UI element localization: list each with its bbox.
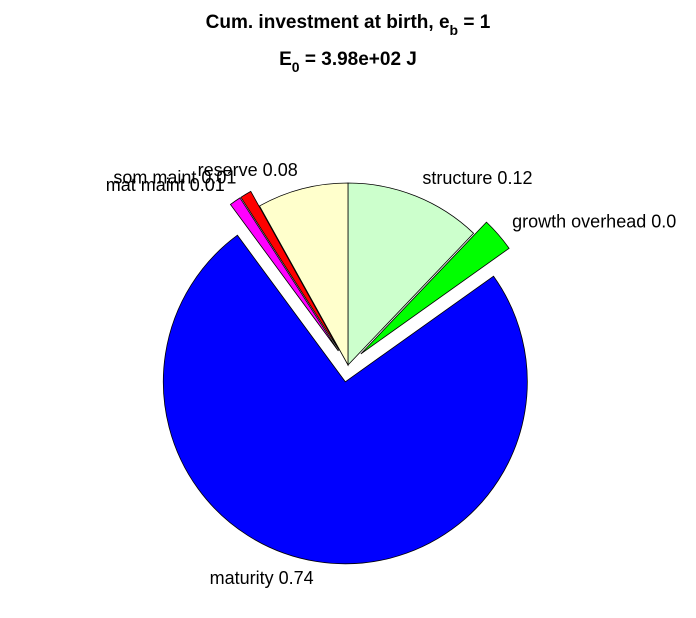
pie-slice (162, 234, 528, 565)
pie-slice (258, 182, 349, 367)
title-text: Cum. investment at birth, e (206, 12, 450, 33)
pie-slice (360, 221, 510, 355)
chart-title: Cum. investment at birth, eb = 1 (206, 12, 491, 38)
slice-label: som maint 0.01 (113, 167, 236, 187)
slice-label: reserve 0.08 (198, 160, 298, 180)
subtitle-sub: 0 (292, 59, 300, 75)
slice-label: growth overhead 0.0 (512, 212, 676, 232)
slice-label: mat maint 0.01 (106, 175, 225, 195)
subtitle-after: = 3.98e+02 J (300, 49, 417, 70)
pie-slice (240, 190, 340, 351)
slice-label: maturity 0.74 (210, 568, 314, 588)
title-sub: b (450, 22, 459, 38)
slice-label: structure 0.12 (422, 168, 532, 188)
title-after: = 1 (458, 12, 491, 33)
pie-slice (347, 182, 475, 366)
chart-subtitle: E0 = 3.98e+02 J (279, 49, 417, 75)
subtitle-text: E (279, 49, 292, 70)
pie-slice (229, 197, 339, 352)
